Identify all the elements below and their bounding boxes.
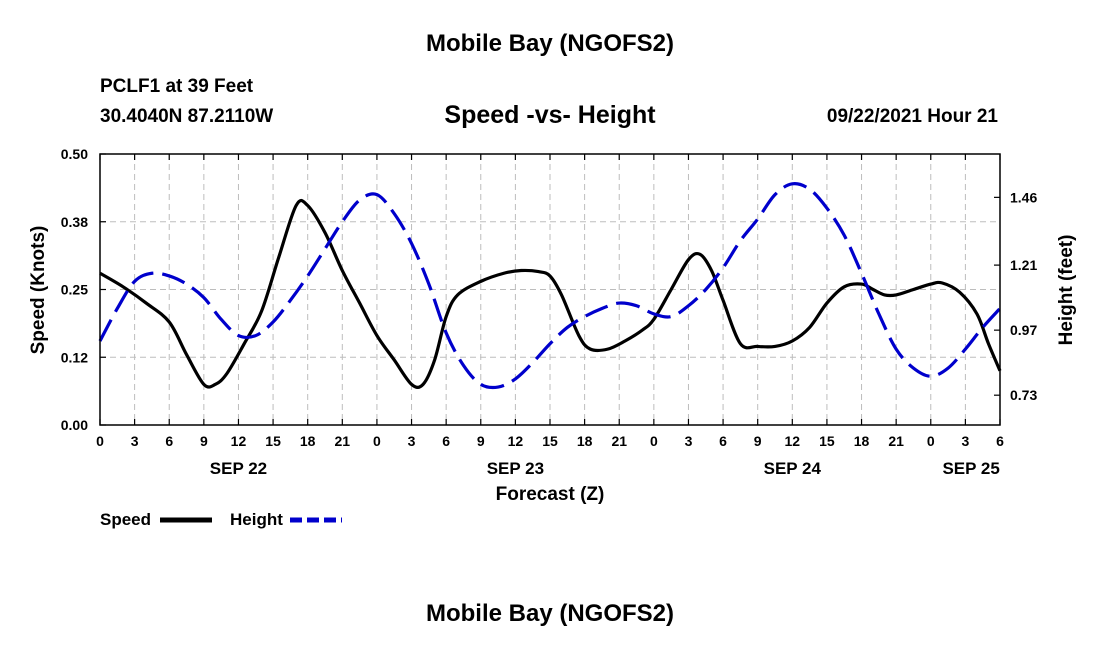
forecast-timestamp: 09/22/2021 Hour 21 bbox=[826, 106, 998, 127]
x-tick-label: 15 bbox=[265, 433, 281, 449]
x-tick-label: 3 bbox=[408, 433, 416, 449]
x-tick-label: 18 bbox=[300, 433, 316, 449]
x-axis-title: Forecast (Z) bbox=[496, 484, 605, 505]
x-tick-label: 3 bbox=[685, 433, 693, 449]
x-tick-label: 12 bbox=[231, 433, 247, 449]
chart-subtitle: Speed -vs- Height bbox=[444, 101, 656, 129]
axis-ticks bbox=[99, 153, 1001, 426]
station-label: PCLF1 at 39 Feet bbox=[100, 76, 254, 97]
x-tick-label: 0 bbox=[96, 433, 104, 449]
x-tick-label: 21 bbox=[888, 433, 904, 449]
x-tick-label: 0 bbox=[373, 433, 381, 449]
x-tick-label: 18 bbox=[577, 433, 593, 449]
date-label: SEP 23 bbox=[487, 459, 544, 478]
footer-title: Mobile Bay (NGOFS2) bbox=[425, 600, 675, 627]
x-tick-label: 9 bbox=[200, 433, 208, 449]
series-line-height bbox=[98, 182, 1002, 390]
y2-tick-label: 0.97 bbox=[1010, 322, 1037, 338]
legend-height-label: Height bbox=[230, 510, 283, 529]
x-tick-label: 6 bbox=[442, 433, 450, 449]
x-tick-label: 0 bbox=[927, 433, 935, 449]
date-label: SEP 22 bbox=[210, 459, 267, 478]
axis-labels: 0 3 6 9 12 15 18 21 0 3 6 9 12 15 18 21 0 3 6 9 12 15 18 21 0 3 6 0… bbox=[61, 146, 1038, 478]
x-tick-label: 12 bbox=[785, 433, 801, 449]
grid-lines bbox=[100, 154, 1000, 425]
x-tick-label: 0 bbox=[650, 433, 658, 449]
date-label: SEP 25 bbox=[942, 459, 999, 478]
y2-tick-label: 1.21 bbox=[1010, 257, 1037, 273]
y-tick-label: 0.12 bbox=[61, 349, 88, 365]
x-tick-label: 6 bbox=[719, 433, 727, 449]
legend: Speed Height bbox=[100, 510, 342, 529]
chart-title: Mobile Bay (NGOFS2) bbox=[425, 30, 675, 57]
y-tick-label: 0.50 bbox=[61, 146, 88, 162]
x-tick-label: 15 bbox=[819, 433, 835, 449]
date-label: SEP 24 bbox=[764, 459, 822, 478]
legend-speed-label: Speed bbox=[100, 510, 151, 529]
x-tick-label: 9 bbox=[754, 433, 762, 449]
series-lines bbox=[98, 182, 1002, 390]
y-tick-label: 0.25 bbox=[61, 282, 88, 298]
y-axis-title: Speed (Knots) bbox=[28, 226, 49, 355]
y-tick-label: 0.38 bbox=[61, 214, 88, 230]
y2-axis-title: Height (feet) bbox=[1056, 235, 1077, 346]
x-tick-label: 18 bbox=[854, 433, 870, 449]
coordinates-label: 30.4040N 87.2110W bbox=[100, 106, 274, 127]
x-tick-label: 3 bbox=[131, 433, 139, 449]
x-tick-label: 15 bbox=[542, 433, 558, 449]
y-tick-label: 0.00 bbox=[61, 417, 88, 433]
x-tick-label: 3 bbox=[961, 433, 969, 449]
x-tick-label: 6 bbox=[996, 433, 1004, 449]
y2-tick-label: 1.46 bbox=[1010, 189, 1037, 205]
x-tick-label: 6 bbox=[165, 433, 173, 449]
x-tick-label: 12 bbox=[508, 433, 524, 449]
x-tick-label: 21 bbox=[611, 433, 627, 449]
x-tick-label: 9 bbox=[477, 433, 485, 449]
x-tick-label: 21 bbox=[335, 433, 351, 449]
y2-tick-label: 0.73 bbox=[1010, 387, 1037, 403]
